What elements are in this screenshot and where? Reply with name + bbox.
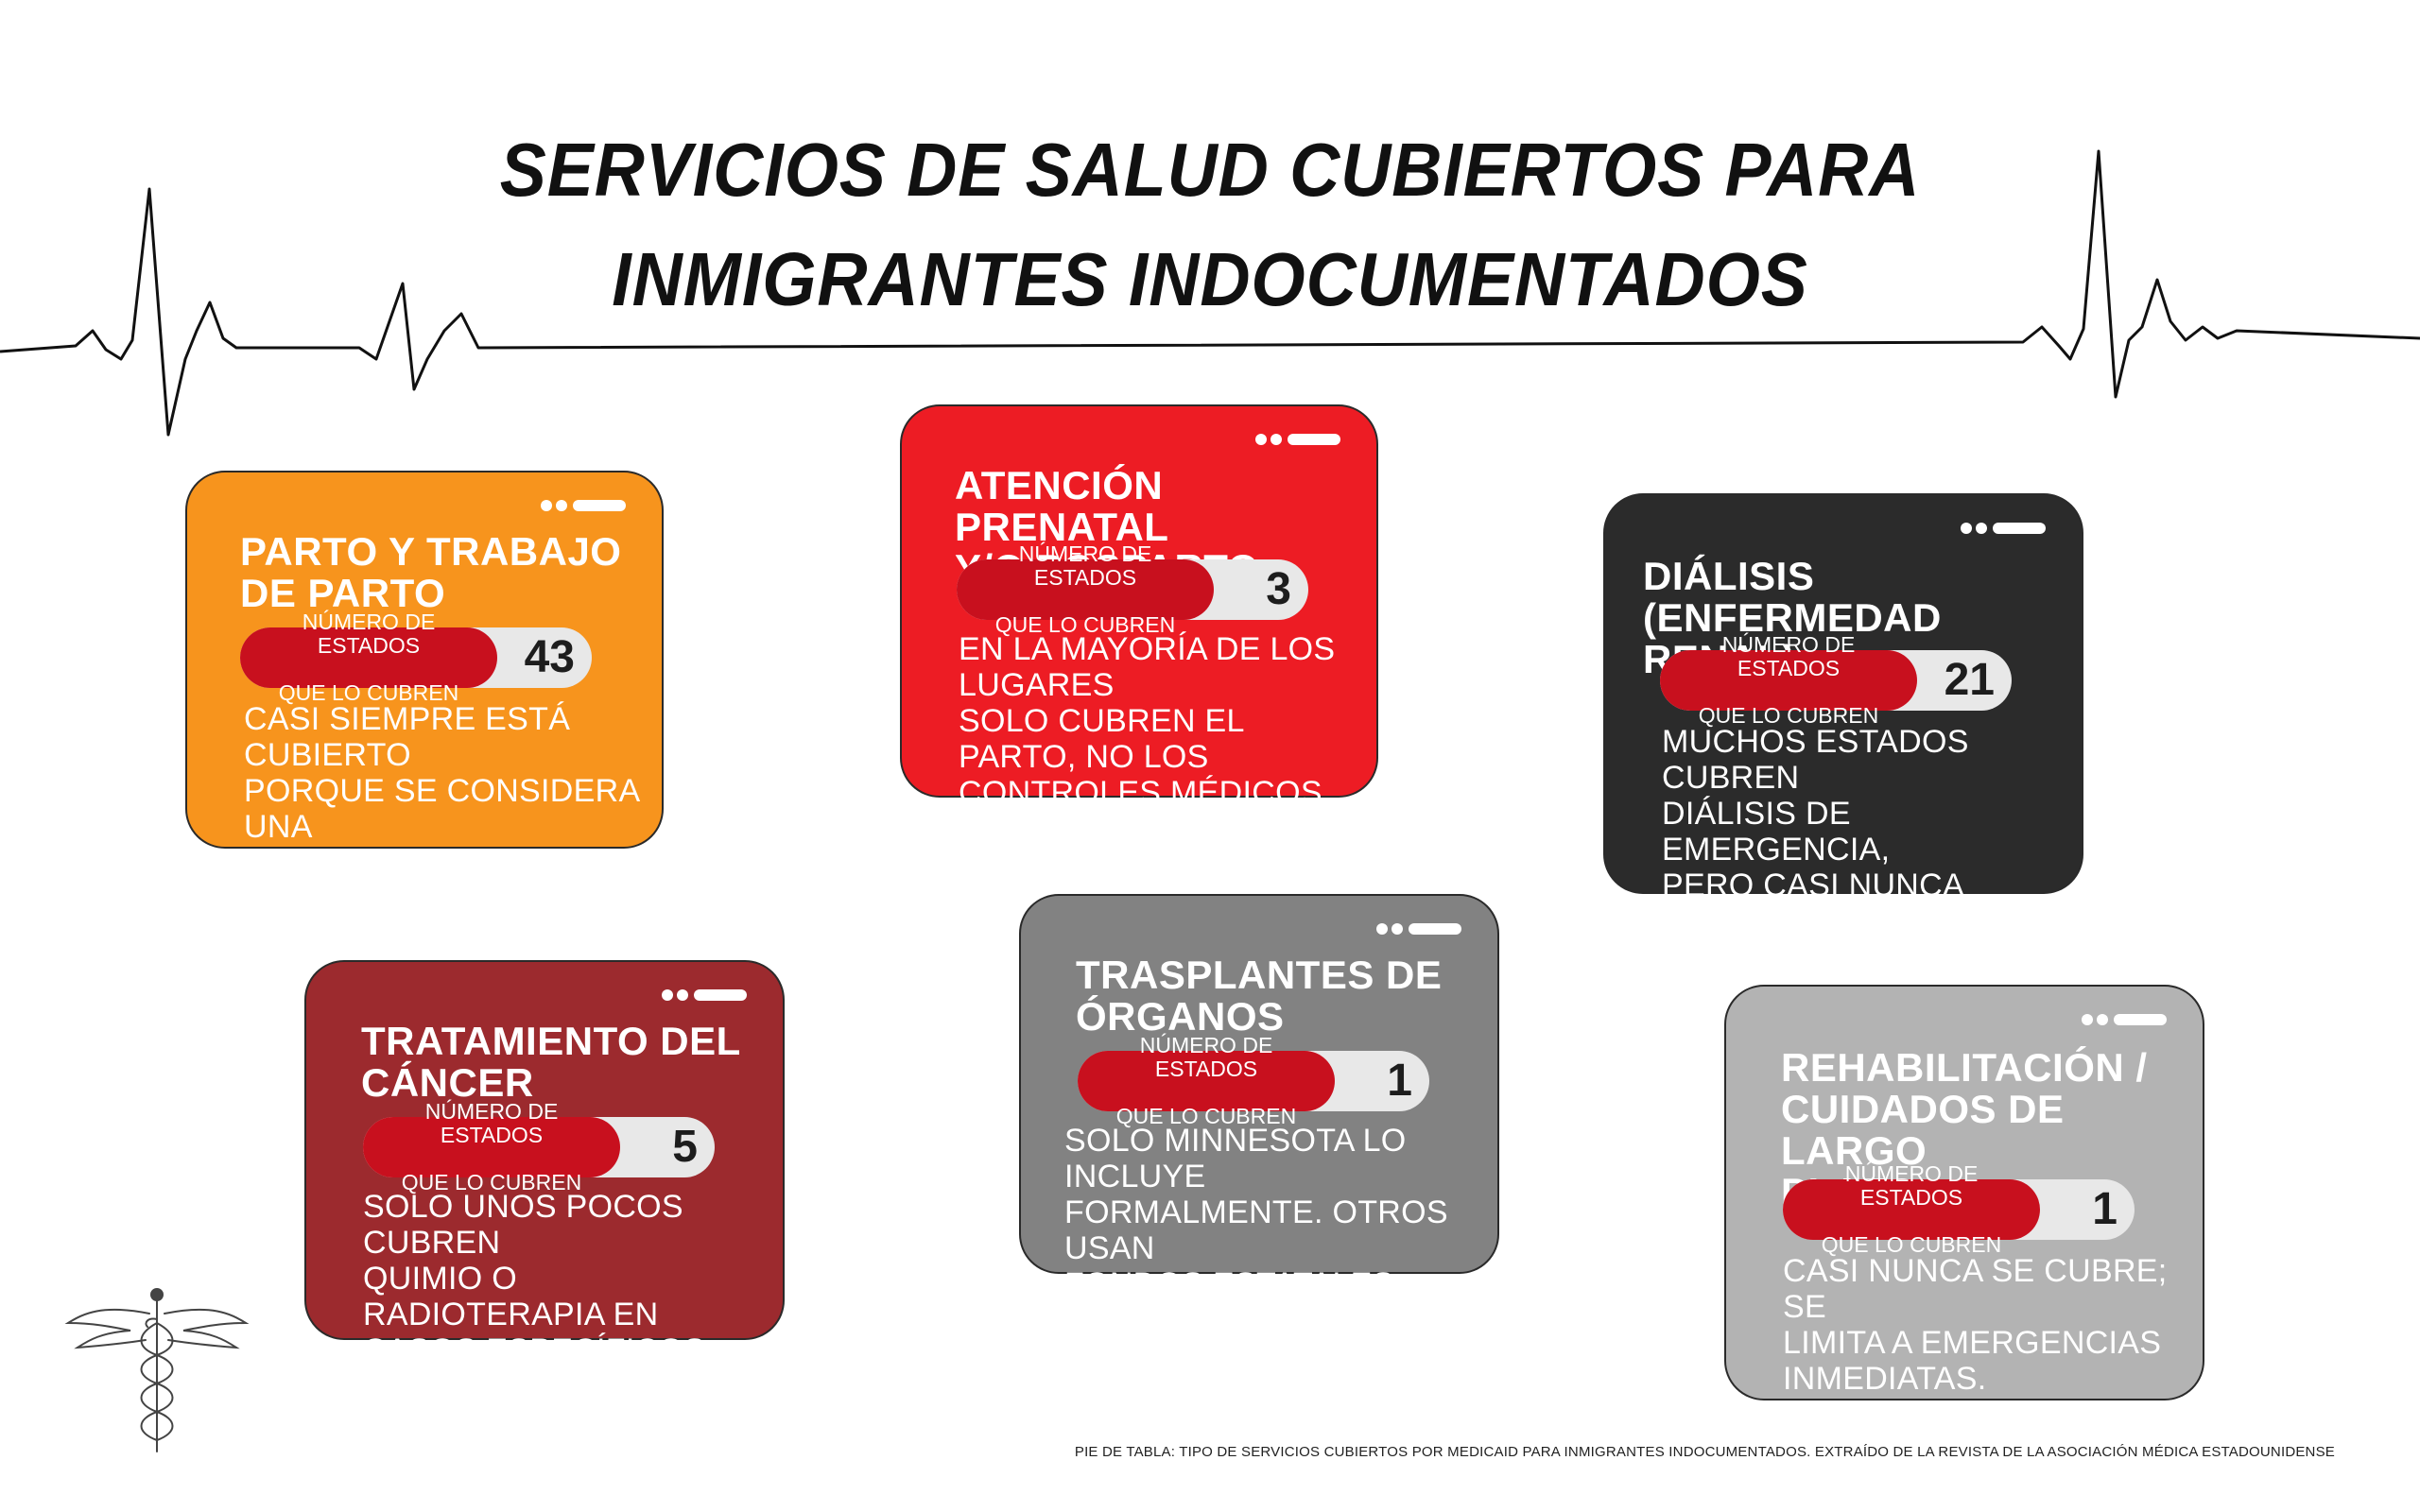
card-description: MUCHOS ESTADOS CUBREN DIÁLISIS DE EMERGEN… xyxy=(1662,724,1969,975)
card-description: EN LA MAYORÍA DE LOS LUGARES SOLO CUBREN … xyxy=(959,631,1336,883)
card-title: PARTO Y TRABAJO DE PARTO xyxy=(240,529,622,615)
card-description: CASI NUNCA SE CUBRE; SE LIMITA A EMERGENC… xyxy=(1783,1253,2168,1397)
state-count-label: NÚMERO DE ESTADOS QUE LO CUBREN xyxy=(1078,1034,1335,1128)
state-count-pill: NÚMERO DE ESTADOS QUE LO CUBREN 3 xyxy=(957,542,1308,637)
state-count-value: 43 xyxy=(524,632,575,682)
window-dots-icon xyxy=(1376,920,1461,935)
state-count-pill: NÚMERO DE ESTADOS QUE LO CUBREN 1 xyxy=(1078,1034,1429,1128)
state-count-pill: NÚMERO DE ESTADOS QUE LO CUBREN 1 xyxy=(1783,1162,2135,1257)
heartbeat-line-icon xyxy=(0,149,2420,437)
page-title-line2: INMIGRANTES INDOCUMENTADOS xyxy=(612,237,1808,321)
state-count-label: NÚMERO DE ESTADOS QUE LO CUBREN xyxy=(363,1100,620,1194)
state-count-label: NÚMERO DE ESTADOS QUE LO CUBREN xyxy=(1660,633,1917,728)
state-count-label: NÚMERO DE ESTADOS QUE LO CUBREN xyxy=(240,610,497,705)
state-count-label: NÚMERO DE ESTADOS QUE LO CUBREN xyxy=(1783,1162,2040,1257)
window-dots-icon xyxy=(1961,520,2046,534)
window-dots-icon xyxy=(2082,1011,2167,1025)
card-title: TRASPLANTES DE ÓRGANOS xyxy=(1076,953,1443,1039)
page-title: SERVICIOS DE SALUD CUBIERTOS PARA INMIGR… xyxy=(96,115,2323,335)
card-description: CASI SIEMPRE ESTÁ CUBIERTO PORQUE SE CONS… xyxy=(244,701,639,881)
state-count-value: 1 xyxy=(2092,1184,2118,1234)
window-dots-icon xyxy=(662,987,747,1001)
page-title-line1: SERVICIOS DE SALUD CUBIERTOS PARA xyxy=(499,128,1921,212)
state-count-pill: NÚMERO DE ESTADOS QUE LO CUBREN 5 xyxy=(363,1100,715,1194)
card-title: TRATAMIENTO DEL CÁNCER xyxy=(361,1019,741,1105)
card-prenatal: ATENCIÓN PRENATALY/O POSPARTO NÚMERO DE … xyxy=(900,404,1378,883)
state-count-value: 21 xyxy=(1944,655,1995,705)
state-count-pill: NÚMERO DE ESTADOS QUE LO CUBREN 21 xyxy=(1660,633,2012,728)
card-parto: PARTO Y TRABAJO DE PARTO NÚMERO DE ESTADO… xyxy=(185,471,664,881)
state-count-pill: NÚMERO DE ESTADOS QUE LO CUBREN 43 xyxy=(240,610,592,705)
state-count-label: NÚMERO DE ESTADOS QUE LO CUBREN xyxy=(957,542,1214,637)
card-rehabilitacion: REHABILITACIÓN /CUIDADOS DE LARGOPLAZO N… xyxy=(1724,985,2204,1400)
state-count-value: 5 xyxy=(672,1122,698,1172)
window-dots-icon xyxy=(1255,431,1340,445)
card-description: SOLO MINNESOTA LO INCLUYE FORMALMENTE. OT… xyxy=(1064,1123,1448,1338)
card-trasplantes: TRASPLANTES DE ÓRGANOS NÚMERO DE ESTADOS Q… xyxy=(1019,894,1499,1338)
caduceus-icon xyxy=(64,1288,250,1452)
card-cancer: TRATAMIENTO DEL CÁNCER NÚMERO DE ESTADOS Q… xyxy=(304,960,785,1368)
card-dialisis: DIÁLISIS (ENFERMEDADRENAL) NÚMERO DE EST… xyxy=(1603,493,2083,975)
window-dots-icon xyxy=(541,497,626,511)
card-description: SOLO UNOS POCOS CUBREN QUIMIO O RADIOTERA… xyxy=(363,1189,715,1368)
state-count-value: 3 xyxy=(1266,564,1291,614)
state-count-value: 1 xyxy=(1387,1056,1412,1106)
footnote: PIE DE TABLA: TIPO DE SERVICIOS CUBIERTO… xyxy=(1074,1444,2335,1460)
